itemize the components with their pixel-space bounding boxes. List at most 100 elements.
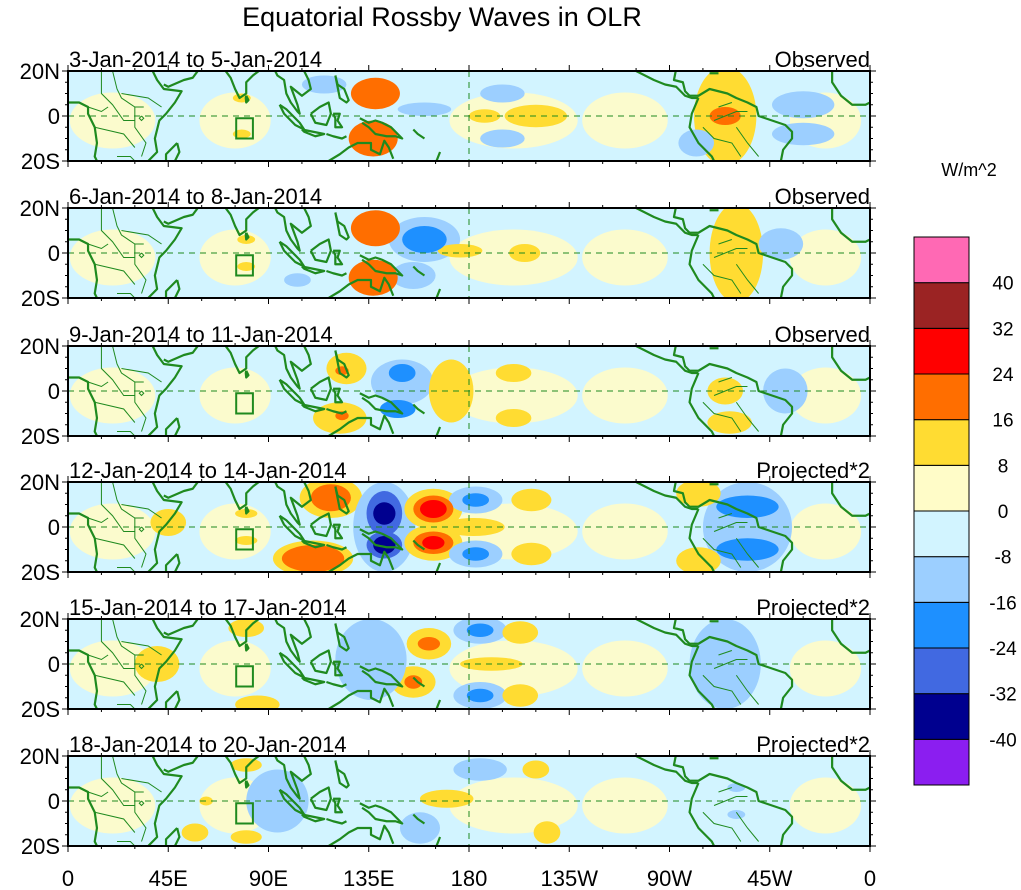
colorbar-tick-label: 16	[992, 411, 1013, 432]
coastline	[273, 756, 312, 800]
anomaly-band	[582, 777, 668, 834]
coastline	[147, 346, 183, 436]
coastline	[672, 346, 794, 436]
coastline	[68, 101, 99, 161]
colorbar-swatch	[913, 464, 970, 512]
panel-kind-label: Projected*2	[756, 732, 870, 757]
coastline	[244, 643, 250, 652]
anomaly-band	[69, 503, 156, 560]
coastline	[435, 151, 442, 161]
anomaly-band	[69, 229, 156, 286]
anomaly-band	[449, 777, 578, 834]
coastline	[831, 482, 870, 517]
anomaly-contour	[462, 493, 490, 507]
coastline	[831, 71, 870, 106]
colorbar-tick-label: 0	[998, 502, 1009, 523]
y-tick-label: 0	[48, 104, 60, 129]
coastline	[326, 817, 347, 825]
anomaly-contour	[232, 129, 251, 139]
country-border	[138, 390, 145, 397]
anomaly-contour	[230, 830, 262, 844]
region-box	[235, 117, 254, 140]
coastline	[173, 142, 181, 161]
country-border	[87, 517, 109, 524]
panel-date-range: 6-Jan-2014 to 8-Jan-2014	[69, 184, 322, 209]
colorbar-swatch	[913, 601, 970, 649]
coastline	[672, 482, 794, 572]
coastline	[332, 387, 344, 404]
country-border	[713, 248, 748, 258]
coastline	[173, 827, 181, 846]
coastline	[163, 482, 200, 499]
country-border	[702, 537, 742, 568]
y-tick-label: 0	[48, 379, 60, 404]
anomaly-contour	[199, 796, 213, 806]
coastline	[147, 208, 183, 298]
y-tick-label: 20N	[20, 334, 60, 359]
colorbar-swatch	[913, 419, 970, 466]
colorbar-tick-label: -32	[989, 685, 1016, 706]
panel-date-range: 12-Jan-2014 to 14-Jan-2014	[69, 458, 347, 483]
x-tick-label: 135E	[343, 866, 394, 890]
coastline	[831, 208, 870, 243]
y-tick-label: 20S	[21, 560, 60, 585]
coastlines	[68, 482, 870, 572]
coastline	[635, 756, 699, 785]
y-tick-label: 20S	[21, 697, 60, 722]
coastline	[334, 760, 350, 789]
country-border	[702, 811, 742, 842]
country-border	[718, 513, 733, 519]
colorbar-swatch	[913, 510, 970, 558]
y-tick-label: 0	[48, 789, 60, 814]
coastline	[635, 619, 699, 648]
country-border	[112, 208, 144, 245]
anomaly-contour	[502, 684, 539, 707]
anomaly-contour	[391, 262, 436, 289]
anomaly-contour	[437, 244, 483, 258]
country-border	[138, 526, 145, 533]
anomaly-contour	[469, 109, 501, 123]
coastline	[688, 508, 716, 572]
country-border	[718, 377, 733, 383]
country-border	[100, 208, 135, 258]
country-border	[100, 756, 135, 806]
anomaly-contour	[771, 91, 835, 119]
colorbar-swatch	[913, 647, 970, 695]
coastline	[173, 417, 181, 436]
country-border	[87, 106, 109, 113]
coastline	[635, 346, 699, 375]
anomaly-band	[199, 229, 271, 286]
panel-3: 20N 0 20S 9-Jan-2014 to 11-Jan-2014 Observed	[20, 322, 876, 449]
region-box	[235, 254, 254, 277]
y-tick-label: 20S	[21, 424, 60, 449]
coastline	[412, 813, 426, 825]
country-border	[121, 230, 162, 245]
panel-1: 20N 0 20S 3-Jan-2014 to 5-Jan-2014 Observed	[20, 47, 876, 174]
coastline	[672, 71, 794, 161]
coastline	[831, 756, 870, 791]
coastline	[163, 756, 200, 773]
coastline	[326, 680, 347, 688]
colorbar-tick-label: -16	[989, 593, 1016, 614]
coastline	[335, 335, 337, 342]
anomaly-contour	[716, 495, 779, 518]
coastline	[412, 539, 426, 551]
anomaly-contour	[370, 359, 434, 405]
coastline	[435, 836, 442, 846]
anomaly-contour	[511, 542, 552, 566]
anomaly-band	[69, 777, 156, 834]
country-border	[134, 792, 147, 842]
coastline	[688, 97, 716, 161]
country-border	[735, 401, 759, 432]
coastline	[147, 619, 183, 709]
country-border	[121, 504, 162, 519]
coastline	[301, 128, 326, 138]
country-border	[87, 654, 109, 661]
anomaly-contour	[373, 502, 396, 525]
coastline	[359, 117, 404, 140]
anomaly-band	[789, 229, 862, 286]
colorbar-swatch	[913, 282, 970, 329]
country-border	[138, 800, 145, 807]
y-tick-label: 20S	[21, 834, 60, 859]
anomaly-band	[582, 229, 668, 286]
